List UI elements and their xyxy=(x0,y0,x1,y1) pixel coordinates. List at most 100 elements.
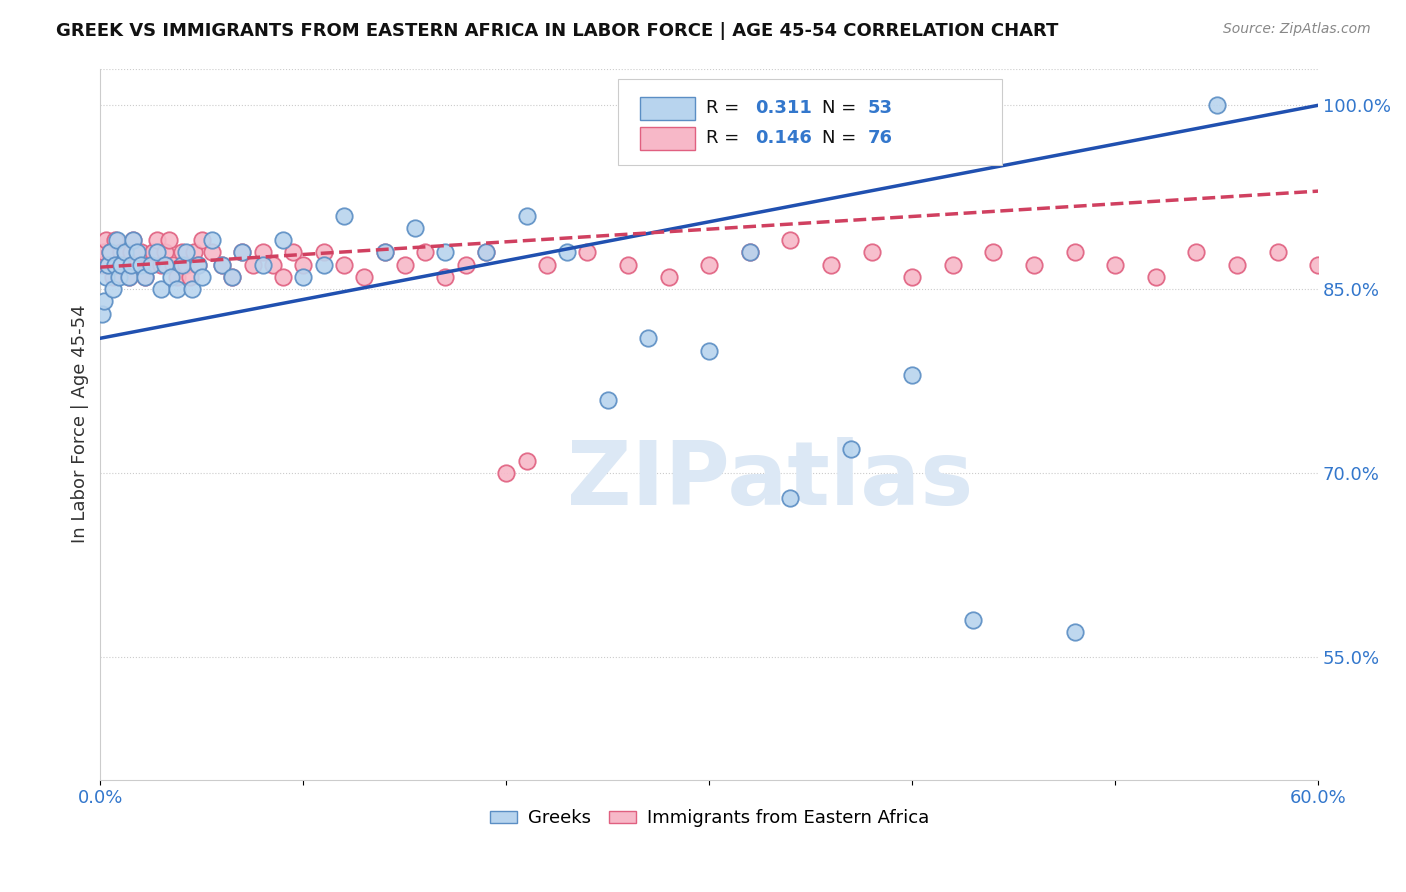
Point xyxy=(97,258,120,272)
Point xyxy=(283,245,305,260)
Point xyxy=(394,258,416,272)
Text: N =: N = xyxy=(823,99,862,118)
Point xyxy=(93,294,115,309)
Point xyxy=(138,258,160,272)
Point xyxy=(697,343,720,358)
Point xyxy=(166,282,188,296)
Text: Source: ZipAtlas.com: Source: ZipAtlas.com xyxy=(1223,22,1371,37)
Point xyxy=(434,269,457,284)
Point xyxy=(413,245,436,260)
Point xyxy=(129,245,152,260)
Point xyxy=(617,258,640,272)
Point xyxy=(174,258,197,272)
Point xyxy=(101,282,124,296)
Point xyxy=(110,245,132,260)
Point xyxy=(231,245,253,260)
Point xyxy=(252,258,274,272)
Point xyxy=(134,269,156,284)
Point xyxy=(107,269,129,284)
Point xyxy=(373,245,395,260)
Point xyxy=(155,258,177,272)
Point xyxy=(637,331,659,345)
Point xyxy=(139,258,162,272)
Text: N =: N = xyxy=(823,129,862,147)
Point xyxy=(125,258,148,272)
Point xyxy=(779,491,801,505)
Point xyxy=(516,209,538,223)
Point xyxy=(596,392,619,407)
Point xyxy=(252,245,274,260)
Point xyxy=(121,233,143,247)
Point xyxy=(96,269,118,284)
Point xyxy=(983,245,1005,260)
Point xyxy=(333,209,356,223)
Point xyxy=(114,245,136,260)
Point xyxy=(100,245,122,260)
Text: R =: R = xyxy=(706,99,745,118)
Point xyxy=(201,245,224,260)
Point xyxy=(1308,258,1330,272)
Point xyxy=(271,269,294,284)
Point xyxy=(495,466,517,480)
Point xyxy=(738,245,761,260)
Point xyxy=(150,258,173,272)
Point xyxy=(1347,269,1369,284)
FancyBboxPatch shape xyxy=(640,127,695,150)
Point xyxy=(404,220,426,235)
Point xyxy=(120,258,142,272)
Point xyxy=(1226,258,1249,272)
Point xyxy=(536,258,558,272)
Point xyxy=(180,282,202,296)
FancyBboxPatch shape xyxy=(617,79,1001,164)
Point xyxy=(97,258,120,272)
Point xyxy=(120,245,142,260)
Point xyxy=(555,245,578,260)
Point xyxy=(779,233,801,247)
Point xyxy=(292,258,315,272)
Point xyxy=(1185,245,1208,260)
Point xyxy=(860,245,883,260)
Point xyxy=(166,269,188,284)
Text: ZIPatlas: ZIPatlas xyxy=(567,437,973,524)
Point xyxy=(271,233,294,247)
Point xyxy=(134,269,156,284)
Point xyxy=(162,258,184,272)
Point xyxy=(475,245,498,260)
Point xyxy=(1022,258,1045,272)
Point xyxy=(454,258,477,272)
Point xyxy=(434,245,457,260)
Point xyxy=(221,269,243,284)
Point xyxy=(93,245,115,260)
Text: R =: R = xyxy=(706,129,745,147)
Point xyxy=(333,258,356,272)
Point xyxy=(150,282,173,296)
Point xyxy=(475,245,498,260)
Point xyxy=(187,258,209,272)
Point xyxy=(839,442,862,456)
Point xyxy=(183,245,205,260)
Point xyxy=(292,269,315,284)
Point xyxy=(901,269,924,284)
Point xyxy=(160,269,183,284)
Point xyxy=(312,245,335,260)
Point xyxy=(1104,258,1126,272)
Y-axis label: In Labor Force | Age 45-54: In Labor Force | Age 45-54 xyxy=(72,305,89,543)
Point xyxy=(91,307,114,321)
Point xyxy=(1267,245,1289,260)
Text: 76: 76 xyxy=(868,129,893,147)
Point xyxy=(1063,245,1085,260)
Point xyxy=(242,258,264,272)
Point xyxy=(697,258,720,272)
Legend: Greeks, Immigrants from Eastern Africa: Greeks, Immigrants from Eastern Africa xyxy=(482,802,936,835)
Point xyxy=(125,245,148,260)
Point xyxy=(118,269,141,284)
Point xyxy=(118,269,141,284)
Point xyxy=(103,258,125,272)
Point xyxy=(129,258,152,272)
Text: 0.311: 0.311 xyxy=(755,99,813,118)
Point xyxy=(820,258,842,272)
Point xyxy=(353,269,375,284)
Point xyxy=(942,258,965,272)
Text: 0.146: 0.146 xyxy=(755,129,813,147)
FancyBboxPatch shape xyxy=(640,97,695,120)
